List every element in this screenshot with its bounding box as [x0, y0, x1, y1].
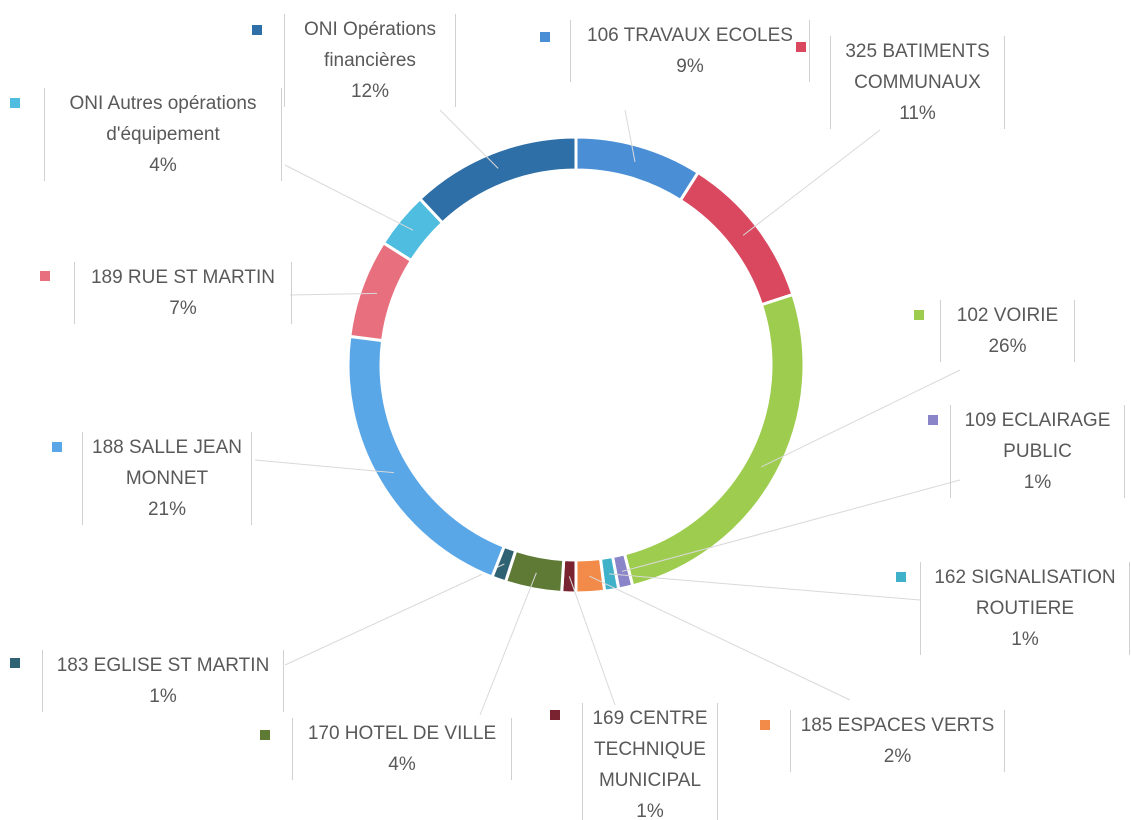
leader-line — [284, 563, 505, 666]
value-label: 1% — [1011, 629, 1039, 650]
data-label: 169 CENTRE TECHNIQUE MUNICIPAL 1% — [582, 703, 718, 820]
legend-swatch — [260, 730, 270, 740]
data-label: 185 ESPACES VERTS 2% — [790, 710, 1005, 772]
category-label: 325 BATIMENTS COMMUNAUX — [845, 41, 990, 93]
data-label: ONI Opérations financières 12% — [284, 14, 456, 107]
value-label: 9% — [676, 56, 704, 77]
legend-swatch — [52, 442, 62, 452]
data-label: ONI Autres opérations d'équipement 4% — [44, 88, 282, 181]
data-label: 183 EGLISE ST MARTIN 1% — [42, 650, 284, 712]
legend-swatch — [540, 32, 550, 42]
data-label: 109 ECLAIRAGE PUBLIC 1% — [950, 405, 1125, 498]
data-label: 102 VOIRIE 26% — [940, 300, 1075, 362]
legend-swatch — [10, 658, 20, 668]
category-label: 185 ESPACES VERTS — [800, 715, 995, 736]
donut-slice — [417, 135, 578, 225]
category-label: ONI Opérations financières — [304, 19, 436, 71]
legend-swatch — [252, 25, 262, 35]
legend-swatch — [40, 271, 50, 281]
leader-line — [439, 109, 499, 169]
value-label: 4% — [149, 155, 177, 176]
donut-slice — [678, 170, 795, 307]
value-label: 7% — [169, 298, 197, 319]
data-label: 162 SIGNALISATION ROUTIERE 1% — [920, 562, 1130, 655]
leader-line — [622, 479, 961, 572]
leader-line — [589, 575, 851, 701]
leader-line — [609, 573, 921, 601]
value-label: 1% — [636, 801, 664, 820]
data-label: 170 HOTEL DE VILLE 4% — [292, 718, 512, 780]
category-label: ONI Autres opérations d'équipement — [69, 93, 257, 145]
data-label: 188 SALLE JEAN MONNET 21% — [82, 432, 252, 525]
value-label: 11% — [899, 103, 936, 124]
category-label: 162 SIGNALISATION ROUTIERE — [934, 567, 1116, 619]
donut-slice — [574, 556, 607, 595]
legend-swatch — [10, 98, 20, 108]
legend-swatch — [760, 720, 770, 730]
leader-line — [284, 164, 414, 231]
leader-line — [289, 292, 378, 296]
legend-swatch — [796, 42, 806, 52]
donut-slice — [348, 240, 414, 343]
leader-line — [761, 369, 961, 468]
value-label: 1% — [149, 686, 177, 707]
legend-swatch — [928, 415, 938, 425]
leader-line — [254, 459, 394, 474]
leader-line — [568, 576, 616, 706]
value-label: 2% — [883, 746, 912, 767]
category-label: 169 CENTRE TECHNIQUE MUNICIPAL — [592, 708, 708, 791]
data-label: 325 BATIMENTS COMMUNAUX 11% — [830, 36, 1005, 129]
legend-swatch — [914, 310, 924, 320]
leader-line — [624, 109, 636, 162]
category-label: 106 TRAVAUX ECOLES — [587, 25, 793, 46]
category-label: 170 HOTEL DE VILLE — [307, 723, 497, 744]
value-label: 26% — [988, 336, 1027, 357]
value-label: 21% — [147, 499, 187, 520]
donut-slice — [346, 334, 507, 579]
category-label: 189 RUE ST MARTIN — [90, 267, 276, 288]
legend-swatch — [550, 710, 560, 720]
donut-slice — [622, 292, 806, 588]
category-label: 102 VOIRIE — [956, 305, 1059, 326]
category-label: 188 SALLE JEAN MONNET — [92, 437, 242, 489]
legend-swatch — [896, 572, 906, 582]
category-label: 109 ECLAIRAGE PUBLIC — [964, 410, 1111, 462]
donut-slice — [574, 135, 701, 203]
data-label: 189 RUE ST MARTIN 7% — [74, 262, 292, 324]
leader-line — [742, 129, 881, 236]
value-label: 12% — [350, 81, 390, 102]
leader-line — [479, 572, 537, 716]
category-label: 183 EGLISE ST MARTIN — [56, 655, 270, 676]
value-label: 1% — [1023, 472, 1052, 493]
value-label: 4% — [388, 754, 416, 775]
data-label: 106 TRAVAUX ECOLES 9% — [570, 20, 810, 82]
